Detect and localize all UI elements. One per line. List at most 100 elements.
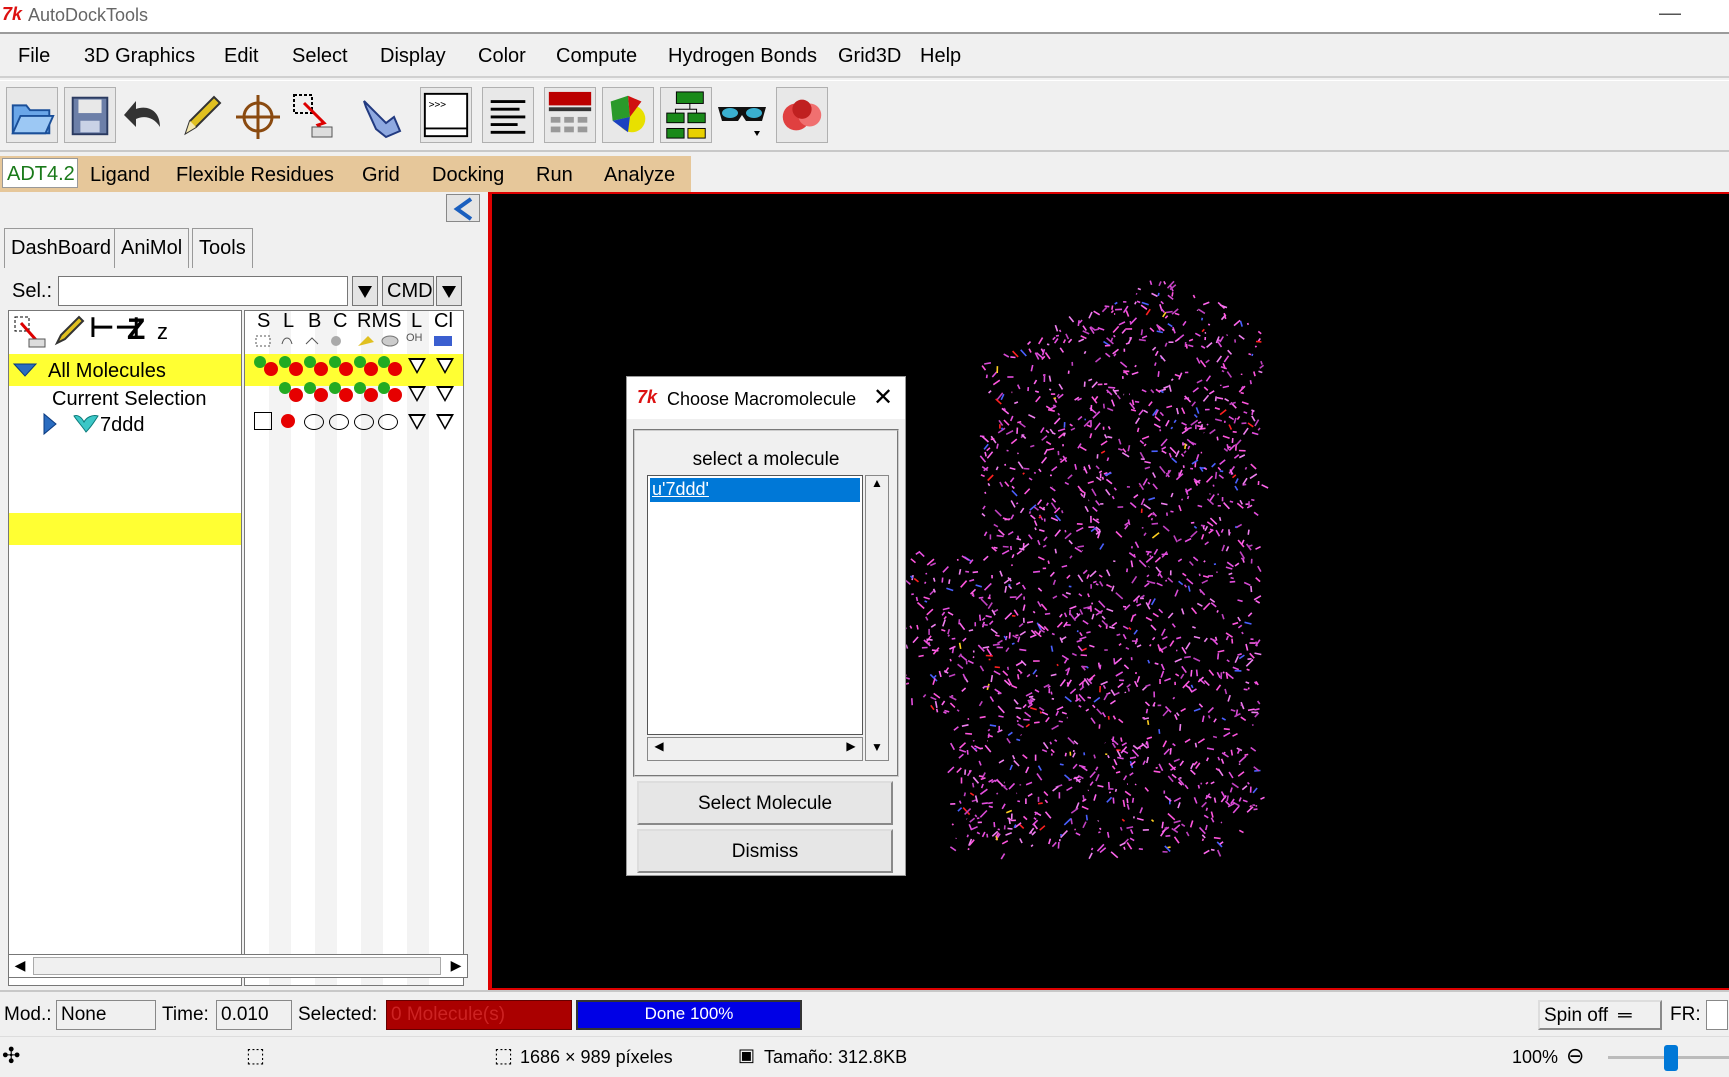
col-header-b[interactable]: B [308, 310, 322, 332]
python-shell-icon[interactable]: >>> [420, 87, 472, 143]
marker-on[interactable] [281, 414, 295, 428]
marker-triangle[interactable] [408, 414, 426, 430]
select-pick-icon[interactable] [288, 87, 340, 143]
undo-icon[interactable] [120, 87, 172, 143]
marker-on[interactable] [279, 382, 291, 394]
tab-run[interactable]: Run [536, 164, 573, 186]
collapse-panel-button[interactable] [446, 194, 480, 222]
menu-compute[interactable]: Compute [556, 45, 638, 67]
marker-on[interactable] [354, 382, 366, 394]
col-header-l[interactable]: L [283, 310, 295, 332]
flowchart-icon[interactable] [660, 87, 712, 143]
marker-off[interactable] [329, 414, 349, 430]
spin-menu-button[interactable]: Spin off ═ [1538, 1000, 1662, 1030]
marker-triangle[interactable] [436, 386, 454, 402]
marker-on[interactable] [304, 382, 316, 394]
tab-flexible-residues[interactable]: Flexible Residues [176, 164, 334, 186]
menu-help[interactable]: Help [920, 45, 962, 67]
col-header-l2[interactable]: L [411, 310, 423, 332]
zoom-big-icon[interactable]: Z [127, 313, 146, 346]
tab-tools[interactable]: Tools [192, 228, 253, 268]
cmd-field[interactable]: CMD [382, 276, 434, 306]
tab-dashboard[interactable]: DashBoard [4, 228, 119, 268]
scroll-left-icon[interactable]: ◀ [654, 739, 664, 753]
marker-on[interactable] [364, 388, 378, 402]
collapse-triangle-icon[interactable] [42, 412, 58, 436]
marker-square[interactable] [254, 412, 272, 430]
scroll-down-icon[interactable]: ▼ [871, 740, 883, 754]
color-shapes-icon[interactable] [602, 87, 654, 143]
tab-analyze[interactable]: Analyze [604, 164, 676, 186]
pencil-icon[interactable] [53, 313, 87, 347]
tab-docking[interactable]: Docking [432, 164, 505, 186]
menu-grid3d[interactable]: Grid3D [838, 45, 902, 67]
marker-on[interactable] [388, 362, 402, 376]
marker-on[interactable] [314, 362, 328, 376]
close-icon[interactable]: ✕ [873, 384, 894, 411]
list-vertical-scrollbar[interactable]: ▲ ▼ [865, 475, 889, 761]
zoom-out-icon[interactable]: ⊖ [1566, 1043, 1585, 1068]
open-folder-icon[interactable] [6, 87, 58, 143]
stereo-glasses-icon[interactable] [716, 87, 768, 143]
menu-color[interactable]: Color [478, 45, 526, 67]
marker-on[interactable] [339, 388, 353, 402]
marker-on[interactable] [378, 356, 390, 368]
cmd-dropdown-button[interactable] [436, 276, 462, 306]
marker-on[interactable] [354, 356, 366, 368]
menu-select[interactable]: Select [292, 45, 348, 67]
scroll-left-icon[interactable]: ◀ [14, 957, 26, 973]
menu-edit[interactable]: Edit [224, 45, 259, 67]
tree-horizontal-scrollbar[interactable]: ◀ ▶ [8, 954, 468, 978]
tree-molecule-7ddd[interactable]: 7ddd [100, 414, 145, 436]
menu-hydrogen-bonds[interactable]: Hydrogen Bonds [668, 45, 817, 67]
tab-grid[interactable]: Grid [362, 164, 400, 186]
all-molecules-row[interactable] [9, 513, 241, 545]
col-header-s[interactable]: S [257, 310, 271, 332]
save-icon[interactable] [64, 87, 116, 143]
marker-on[interactable] [279, 356, 291, 368]
tab-adt42[interactable]: ADT4.2 [2, 158, 78, 188]
crosshair-icon[interactable] [232, 87, 284, 143]
fr-field[interactable] [1706, 1000, 1728, 1030]
marker-on[interactable] [304, 356, 316, 368]
tree-current-selection[interactable]: Current Selection [52, 388, 207, 410]
col-header-cl[interactable]: Cl [434, 310, 453, 332]
list-horizontal-scrollbar[interactable]: ◀ ▶ [647, 737, 863, 761]
marker-on[interactable] [254, 356, 266, 368]
marker-on[interactable] [289, 388, 303, 402]
pointing-hand-icon[interactable] [356, 87, 408, 143]
marker-triangle[interactable] [436, 414, 454, 430]
scroll-right-icon[interactable]: ▶ [846, 739, 856, 753]
dismiss-button[interactable]: Dismiss [637, 829, 893, 873]
marker-on[interactable] [378, 382, 390, 394]
scroll-up-icon[interactable]: ▲ [871, 476, 883, 490]
marker-off[interactable] [304, 414, 324, 430]
scroll-right-icon[interactable]: ▶ [450, 957, 462, 973]
col-header-c[interactable]: C [333, 310, 348, 332]
tree-all-molecules[interactable]: All Molecules [48, 360, 166, 382]
expand-triangle-icon[interactable] [12, 362, 38, 378]
marker-on[interactable] [289, 362, 303, 376]
scroll-thumb[interactable] [33, 957, 441, 975]
selector-dropdown-button[interactable] [352, 276, 378, 306]
menu-file[interactable]: File [18, 45, 51, 67]
molecule-listbox[interactable]: u'7ddd' [647, 475, 863, 735]
marker-on[interactable] [339, 362, 353, 376]
marker-off[interactable] [354, 414, 374, 430]
align-lines-icon[interactable] [482, 87, 534, 143]
selector-input[interactable] [58, 276, 348, 306]
marker-on[interactable] [388, 388, 402, 402]
select-molecule-button[interactable]: Select Molecule [637, 781, 893, 825]
list-item[interactable]: u'7ddd' [650, 478, 860, 502]
molecule-sphere-icon[interactable] [776, 87, 828, 143]
pencil-icon[interactable] [176, 87, 228, 143]
marker-triangle[interactable] [408, 386, 426, 402]
menu-display[interactable]: Display [380, 45, 446, 67]
spreadsheet-icon[interactable] [544, 87, 596, 143]
marker-on[interactable] [329, 382, 341, 394]
marker-off[interactable] [378, 414, 398, 430]
marker-on[interactable] [329, 356, 341, 368]
distance-icon[interactable]: ⊢⊣ [89, 312, 141, 343]
col-header-rms[interactable]: RMS [357, 310, 402, 332]
marker-on[interactable] [364, 362, 378, 376]
